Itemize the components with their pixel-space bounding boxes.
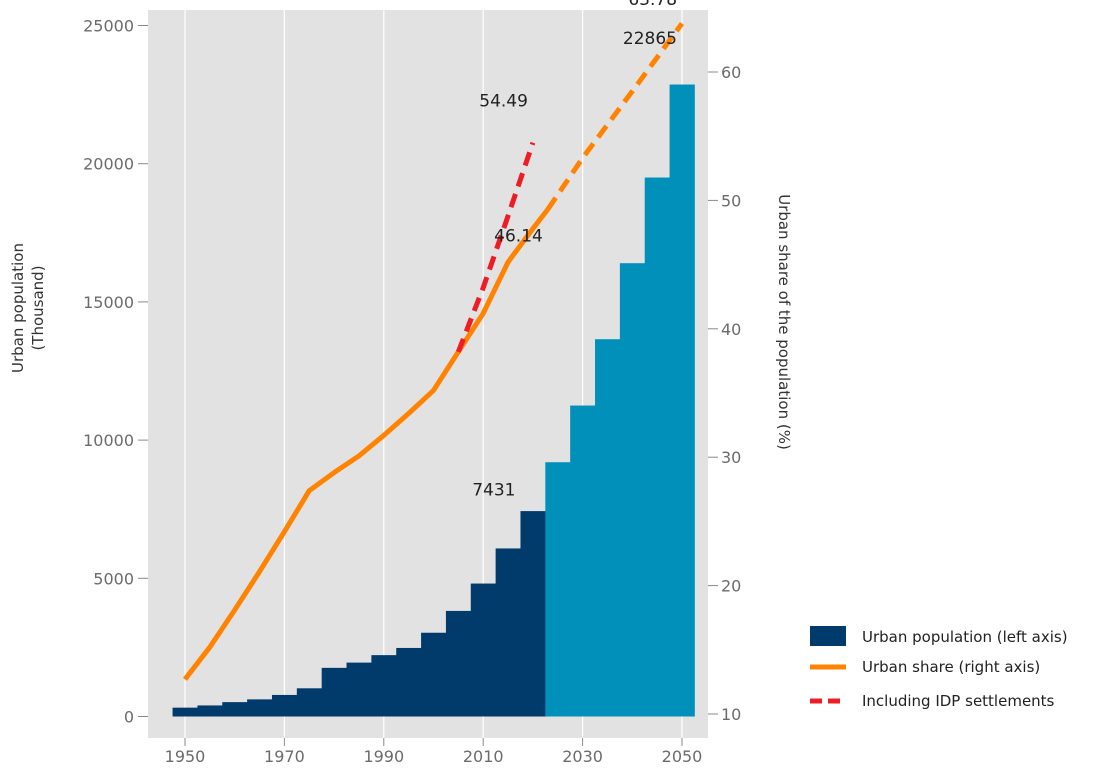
- x-tick-label-1970: 1970: [264, 747, 305, 766]
- bar-2050: [669, 84, 695, 717]
- bar-1955: [197, 705, 223, 717]
- left-tick-label-0: 0: [124, 708, 134, 727]
- bar-1975: [296, 688, 323, 717]
- bar-2035: [595, 339, 621, 717]
- bar-2005: [445, 610, 472, 717]
- annotations-group: 63.78 22865 54.49 46.14 7431: [472, 0, 677, 501]
- legend-label-idp-settlements: Including IDP settlements: [862, 692, 1055, 710]
- right-tick-label-10: 10: [721, 705, 741, 724]
- x-tick-label-1990: 1990: [363, 747, 404, 766]
- left-tick-label-10000: 10000: [83, 431, 134, 450]
- lines-group: [183, 22, 685, 681]
- line-including-idp-settlements: [455, 141, 536, 353]
- right-tick-label-30: 30: [721, 448, 741, 467]
- bar-1950: [172, 707, 198, 717]
- right-tick-label-40: 40: [721, 320, 741, 339]
- line-urban-share-right-axis: [183, 207, 550, 681]
- bar-1990: [371, 655, 397, 717]
- left-axis-title-line2: (Thousand): [29, 265, 47, 350]
- data-label-7431: 7431: [472, 481, 515, 501]
- line-series-1: [545, 22, 685, 211]
- legend-swatch-urban-population: [810, 626, 846, 646]
- left-axis: 0 5000 10000 15000 20000 25000: [83, 17, 148, 727]
- left-tick-label-20000: 20000: [83, 155, 134, 174]
- data-label-54-49: 54.49: [479, 92, 528, 112]
- legend-label-urban-share: Urban share (right axis): [862, 658, 1040, 676]
- legend-label-urban-population: Urban population (left axis): [862, 628, 1068, 646]
- bar-1995: [396, 647, 422, 717]
- bar-1980: [321, 667, 347, 717]
- data-label-22865: 22865: [623, 29, 677, 49]
- right-tick-label-60: 60: [721, 63, 741, 82]
- bar-2030: [570, 405, 596, 717]
- x-tick-label-1950: 1950: [165, 747, 206, 766]
- x-tick-label-2030: 2030: [562, 747, 603, 766]
- bar-1985: [346, 662, 372, 717]
- left-tick-label-5000: 5000: [93, 569, 134, 588]
- bar-2010: [470, 583, 497, 717]
- right-tick-label-20: 20: [721, 577, 741, 596]
- data-label-63-78: 63.78: [628, 0, 677, 10]
- left-tick-label-15000: 15000: [83, 293, 134, 312]
- bar-2020: [520, 511, 546, 717]
- bar-1970: [271, 694, 298, 717]
- bar-2040: [619, 263, 646, 717]
- x-axis: 1950 1970 1990 2010 2030 2050: [165, 738, 703, 766]
- right-axis: 10 20 30 40 50 60: [708, 63, 741, 724]
- bar-1960: [222, 702, 248, 717]
- bars-group: [172, 84, 695, 717]
- bar-2045: [644, 177, 670, 717]
- x-tick-label-2050: 2050: [662, 747, 703, 766]
- bar-2015: [495, 548, 521, 717]
- data-label-46-14: 46.14: [494, 226, 543, 246]
- bar-2000: [421, 632, 447, 717]
- left-tick-label-25000: 25000: [83, 17, 134, 36]
- bar-2025: [545, 462, 571, 717]
- legend: Urban population (left axis) Urban share…: [810, 626, 1068, 710]
- x-tick-label-2010: 2010: [463, 747, 504, 766]
- left-axis-title-line1: Urban population: [9, 243, 27, 373]
- right-tick-label-50: 50: [721, 191, 741, 210]
- right-axis-title: Urban share of the population (%): [775, 194, 793, 450]
- bar-1965: [247, 699, 273, 717]
